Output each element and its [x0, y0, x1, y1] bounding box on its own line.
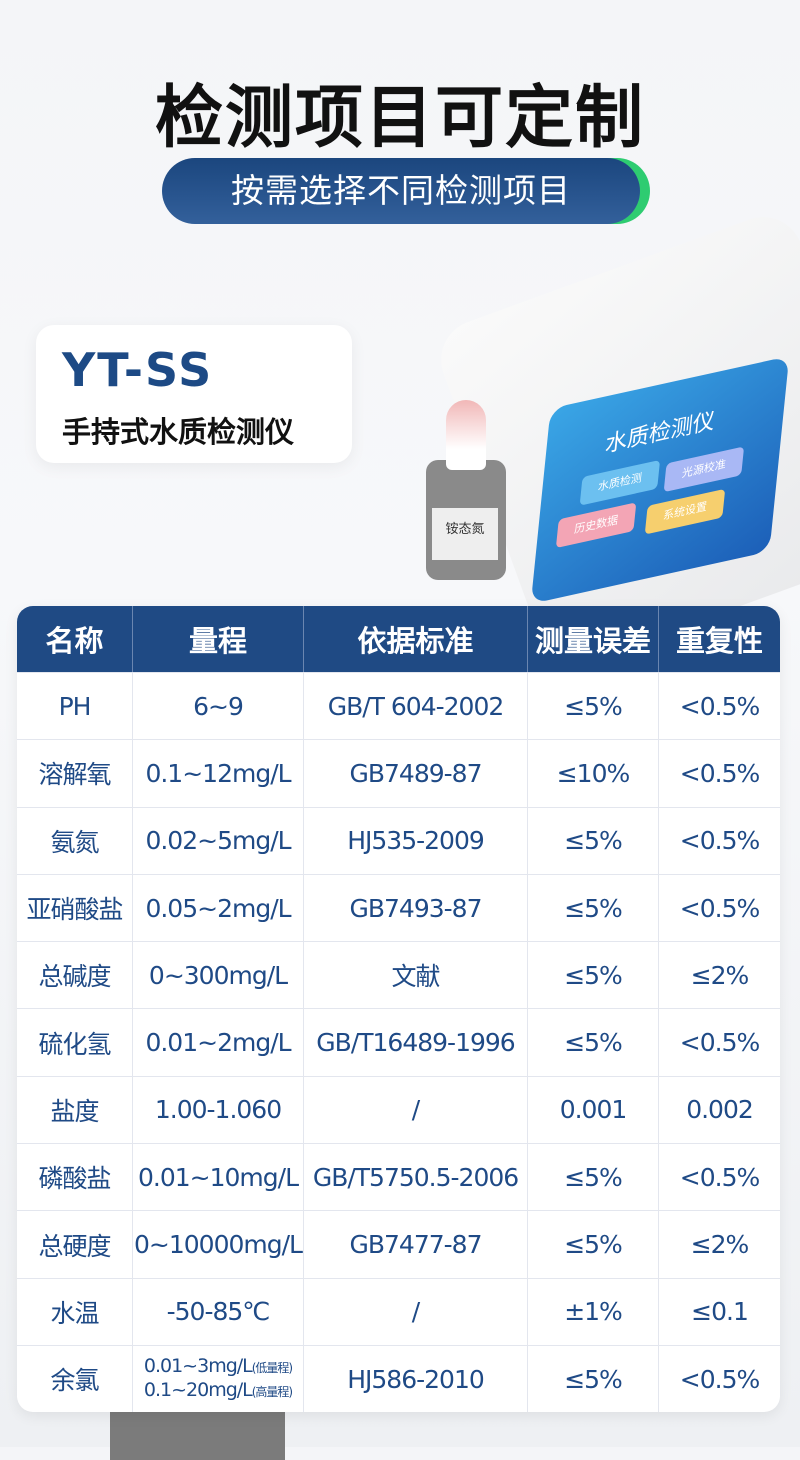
cell-standard: GB7489-87	[303, 740, 527, 807]
cell-standard: GB/T 604-2002	[303, 673, 527, 740]
cell-standard: /	[303, 1076, 527, 1144]
cell-range: 0.02~5mg/L	[132, 807, 303, 874]
model-card: YT-SS 手持式水质检测仪	[36, 325, 352, 463]
cell-standard: GB7493-87	[303, 874, 527, 942]
cell-range: -50-85℃	[132, 1278, 303, 1345]
cell-name: 水温	[50, 1298, 99, 1328]
cell-name: 总硬度	[38, 1231, 111, 1261]
screen-button: 系统设置	[644, 488, 726, 535]
cell-name: 盐度	[50, 1096, 99, 1126]
page-title: 检测项目可定制	[154, 79, 645, 158]
cell-name: PH	[58, 691, 92, 721]
cell-repeatability: <0.5%	[658, 1009, 780, 1076]
header-cell: 量程	[132, 606, 303, 672]
cell-error: ≤5%	[527, 807, 658, 874]
cell-repeatability: <0.5%	[658, 740, 780, 807]
header-cell: 测量误差	[527, 606, 658, 672]
cell-repeatability: 0.002	[658, 1076, 780, 1144]
table-row: 余氯 0.01~3mg/L(低量程) 0.1~20mg/L(高量程) HJ586…	[17, 1344, 780, 1413]
range-high-note: (高量程)	[251, 1385, 293, 1400]
header-cell: 重复性	[658, 606, 780, 672]
cell-range: 0.05~2mg/L	[132, 874, 303, 942]
cell-repeatability: ≤0.1	[658, 1278, 780, 1345]
cell-name: 总碱度	[38, 962, 111, 992]
cell-repeatability: <0.5%	[658, 1144, 780, 1211]
cell-error: ≤5%	[527, 673, 658, 740]
bottle-label: 铵态氮	[432, 508, 498, 560]
cell-error: ≤5%	[527, 1345, 658, 1413]
cell-standard: HJ586-2010	[303, 1345, 527, 1413]
range-low-note: (低量程)	[251, 1361, 293, 1376]
cell-name: 溶解氧	[38, 760, 111, 790]
cell-standard: GB7477-87	[303, 1211, 527, 1278]
table-row: 盐度 1.00-1.060/0.001 0.002	[17, 1075, 780, 1144]
cell-name: 余氯	[50, 1366, 99, 1396]
header-cell: 依据标准	[303, 606, 527, 672]
table-row: 磷酸盐 0.01~10mg/L GB/T5750.5-2006 ≤5% <0.5%	[17, 1143, 780, 1211]
cell-range: 0~300mg/L	[132, 942, 303, 1009]
bottle-cap	[446, 400, 486, 470]
range-low: 0.01~3mg/L	[143, 1355, 253, 1378]
table-row: 氨氮 0.02~5mg/L HJ535-2009 ≤5% <0.5%	[17, 806, 780, 874]
cell-error: ≤10%	[527, 740, 658, 807]
cell-range: 0~10000mg/L	[132, 1211, 303, 1278]
table-row: PH 6~9 GB/T 604-2002 ≤5% <0.5%	[17, 672, 780, 740]
cell-standard: /	[303, 1278, 527, 1345]
table-row: 水温 -50-85℃ / ±1% ≤0.1	[17, 1277, 780, 1345]
screen-button: 历史数据	[555, 502, 637, 549]
cell-error: ≤5%	[527, 874, 658, 942]
cell-error: ±1%	[527, 1278, 658, 1345]
cell-repeatability: <0.5%	[658, 1345, 780, 1413]
screen-title: 水质检测仪	[603, 408, 716, 459]
table-row: 亚硝酸盐 0.05~2mg/L GB7493-87 ≤5% <0.5%	[17, 873, 780, 942]
cell-standard: GB/T16489-1996	[303, 1009, 527, 1076]
cell-range: 0.01~3mg/L(低量程) 0.1~20mg/L(高量程)	[132, 1345, 303, 1413]
product-name: 手持式水质检测仪	[62, 415, 295, 449]
spec-table: 名称 量程 依据标准 测量误差 重复性 PH 6~9 GB/T 604-2002 ≤5…	[17, 606, 780, 1413]
range-high: 0.1~20mg/L	[143, 1379, 253, 1402]
screen-button: 水质检测	[579, 459, 661, 506]
cell-range: 0.01~2mg/L	[132, 1009, 303, 1076]
cell-error: ≤5%	[527, 942, 658, 1009]
table-row: 总硬度 0~10000mg/L GB7477-87 ≤5% ≤2%	[17, 1210, 780, 1278]
cell-standard: GB/T5750.5-2006	[303, 1144, 527, 1211]
screen-button: 光源校准	[663, 446, 745, 493]
cell-name: 磷酸盐	[38, 1164, 111, 1194]
cell-repeatability: <0.5%	[658, 807, 780, 874]
cell-repeatability: <0.5%	[658, 673, 780, 740]
cell-error: ≤5%	[527, 1144, 658, 1211]
cell-range: 1.00-1.060	[132, 1076, 303, 1144]
cell-error: 0.001	[527, 1076, 658, 1144]
cell-name: 亚硝酸盐	[26, 895, 123, 925]
cell-range: 6~9	[132, 673, 303, 740]
cell-range: 0.01~10mg/L	[132, 1144, 303, 1211]
cell-repeatability: <0.5%	[658, 874, 780, 942]
cell-range: 0.1~12mg/L	[132, 740, 303, 807]
cell-name: 氨氮	[50, 827, 99, 857]
cell-repeatability: ≤2%	[658, 1211, 780, 1278]
cell-name: 硫化氢	[38, 1029, 111, 1059]
model-number: YT-SS	[62, 343, 214, 397]
cell-repeatability: ≤2%	[658, 942, 780, 1009]
table-row: 总碱度 0~300mg/L 文献 ≤5% ≤2%	[17, 941, 780, 1009]
subtitle-banner: 按需选择不同检测项目	[162, 158, 640, 224]
header-cell: 名称	[45, 624, 104, 658]
cell-standard: 文献	[303, 942, 527, 1009]
table-row: 溶解氧 0.1~12mg/L GB7489-87 ≤10% <0.5%	[17, 739, 780, 807]
cell-error: ≤5%	[527, 1211, 658, 1278]
table-header: 名称 量程 依据标准 测量误差 重复性	[17, 606, 780, 672]
cell-standard: HJ535-2009	[303, 807, 527, 874]
table-row: 硫化氢 0.01~2mg/L GB/T16489-1996 ≤5% <0.5%	[17, 1008, 780, 1076]
cell-error: ≤5%	[527, 1009, 658, 1076]
